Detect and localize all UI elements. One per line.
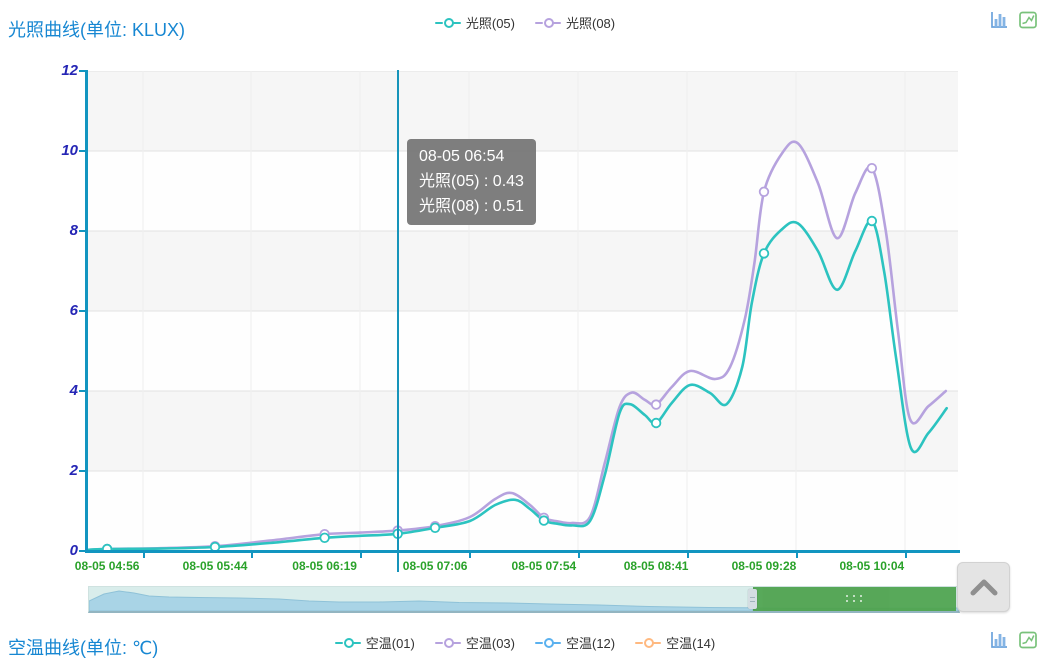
y-tick-label: 6	[69, 302, 78, 319]
chart1-legend: 光照(05) 光照(08)	[0, 13, 1050, 32]
y-axis-line	[85, 70, 88, 553]
y-tick-label: 10	[61, 142, 78, 159]
x-tick-label: 08-05 09:28	[731, 559, 797, 573]
tooltip-series-2: 光照(08) : 0.51	[419, 197, 524, 215]
series-marker-icon	[334, 637, 361, 648]
series-marker-icon	[535, 17, 561, 28]
x-axis-tick	[905, 553, 907, 558]
line-chart-icon[interactable]	[1018, 10, 1038, 35]
x-tick-label: 08-05 05:44	[182, 559, 248, 573]
series-marker-icon	[535, 637, 561, 648]
x-tick-label: 08-05 07:54	[511, 559, 577, 573]
chart1-toolbox	[989, 10, 1038, 35]
x-axis-tick	[469, 553, 471, 558]
x-axis-tick	[687, 553, 689, 558]
y-axis-tick	[79, 150, 85, 152]
y-tick-label: 12	[61, 62, 78, 79]
grip-dots-icon	[846, 595, 863, 602]
y-tick-label: 2	[69, 462, 78, 479]
collapse-button[interactable]	[957, 562, 1010, 612]
bar-chart-icon[interactable]	[989, 630, 1009, 655]
chart2-legend: 空温(01) 空温(03) 空温(12) 空温(14)	[0, 633, 1050, 652]
chart1-legend-item-1[interactable]: 光照(08)	[535, 13, 615, 32]
chart2-legend-item-0[interactable]: 空温(01)	[334, 633, 415, 652]
x-axis-tick	[578, 553, 580, 558]
x-tick-label: 08-05 10:04	[839, 559, 905, 573]
legend-label: 空温(01)	[365, 636, 415, 651]
x-axis-tick	[251, 553, 253, 558]
y-tick-label: 4	[69, 382, 78, 399]
series-marker-icon	[434, 17, 461, 28]
legend-label: 空温(03)	[465, 636, 515, 651]
tooltip-series-1: 光照(05) : 0.43	[419, 172, 524, 190]
x-axis-line	[85, 550, 960, 553]
chart2-toolbox	[989, 630, 1038, 655]
datazoom-slider[interactable]	[88, 586, 960, 613]
line-chart-icon[interactable]	[1018, 630, 1038, 655]
y-axis-tick	[79, 390, 85, 392]
chart1-title: 光照曲线(单位: KLUX)	[8, 20, 186, 40]
chart2-legend-item-3[interactable]: 空温(14)	[635, 633, 715, 652]
y-axis-tick	[79, 310, 85, 312]
x-tick-label: 08-05 07:06	[402, 559, 468, 573]
x-axis-tick	[143, 553, 145, 558]
x-tick-label: 08-05 04:56	[74, 559, 140, 573]
light-curves-canvas[interactable]	[86, 70, 958, 555]
tooltip: 08-05 06:54 光照(05) : 0.43 光照(08) : 0.51	[407, 139, 536, 226]
series-marker-icon	[434, 637, 461, 648]
chart2-title: 空温曲线(单位: ℃)	[8, 638, 159, 658]
legend-label: 光照(05)	[465, 16, 515, 31]
y-axis-tick	[79, 550, 85, 552]
y-axis-tick	[79, 470, 85, 472]
x-tick-label: 08-05 08:41	[623, 559, 689, 573]
chart2-legend-item-2[interactable]: 空温(12)	[535, 633, 615, 652]
x-axis-tick	[360, 553, 362, 558]
y-axis-tick	[79, 70, 85, 72]
chart1-plot-area[interactable]	[86, 70, 958, 555]
legend-label: 空温(12)	[566, 636, 616, 651]
datazoom-left-handle[interactable]	[747, 589, 757, 609]
chevron-up-icon	[970, 579, 997, 596]
x-axis-tick	[796, 553, 798, 558]
legend-label: 空温(14)	[666, 636, 716, 651]
chart2-legend-item-1[interactable]: 空温(03)	[434, 633, 515, 652]
y-tick-label: 8	[69, 222, 78, 239]
datazoom-selected-window[interactable]	[752, 587, 956, 611]
x-tick-label: 08-05 06:19	[292, 559, 357, 573]
tooltip-date: 08-05 06:54	[419, 148, 505, 165]
y-axis-tick	[79, 230, 85, 232]
series-marker-icon	[635, 637, 662, 648]
axis-pointer-line	[397, 70, 399, 572]
y-tick-label: 0	[69, 542, 78, 559]
chart1-legend-item-0[interactable]: 光照(05)	[434, 13, 515, 32]
legend-label: 光照(08)	[566, 16, 616, 31]
bar-chart-icon[interactable]	[989, 10, 1009, 35]
